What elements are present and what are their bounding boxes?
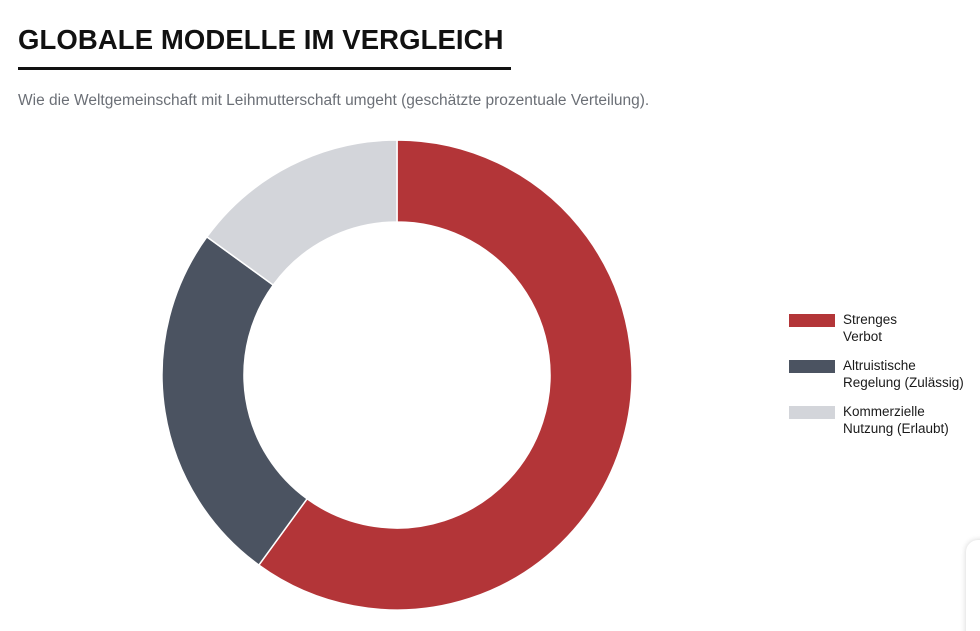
donut-slice-kommerzielle-nutzung[interactable]: [205, 139, 398, 287]
floating-panel-edge: [966, 540, 980, 631]
chart-legend: Strenges Verbot Altruistische Regelung (…: [789, 311, 979, 449]
legend-item-strenges-verbot[interactable]: Strenges Verbot: [789, 311, 979, 357]
legend-label-kommerzielle-nutzung: Kommerzielle Nutzung (Erlaubt): [843, 403, 975, 437]
legend-label-line: Regelung (Zulässig): [843, 375, 964, 390]
donut-slice-strenges-verbot[interactable]: [257, 139, 633, 611]
legend-item-altruistische-regelung[interactable]: Altruistische Regelung (Zulässig): [789, 357, 979, 403]
legend-label-line: Kommerzielle: [843, 404, 925, 419]
legend-swatch-kommerzielle-nutzung: [789, 406, 835, 419]
legend-label-line: Altruistische: [843, 358, 916, 373]
legend-label-line: Strenges: [843, 312, 898, 327]
legend-label-line: Nutzung (Erlaubt): [843, 421, 949, 436]
title-underline: [18, 67, 511, 70]
legend-label-line: Verbot: [843, 329, 883, 344]
donut-slice-altruistische-regelung[interactable]: [161, 235, 309, 567]
chart-title: GLOBALE MODELLE IM VERGLEICH: [18, 24, 504, 55]
legend-item-kommerzielle-nutzung[interactable]: Kommerzielle Nutzung (Erlaubt): [789, 403, 979, 449]
legend-swatch-strenges-verbot: [789, 314, 835, 327]
legend-label-strenges-verbot: Strenges Verbot: [843, 311, 975, 345]
legend-swatch-altruistische-regelung: [789, 360, 835, 373]
chart-subtitle: Wie die Weltgemeinschaft mit Leihmutters…: [18, 92, 650, 109]
legend-label-altruistische-regelung: Altruistische Regelung (Zulässig): [843, 357, 975, 391]
